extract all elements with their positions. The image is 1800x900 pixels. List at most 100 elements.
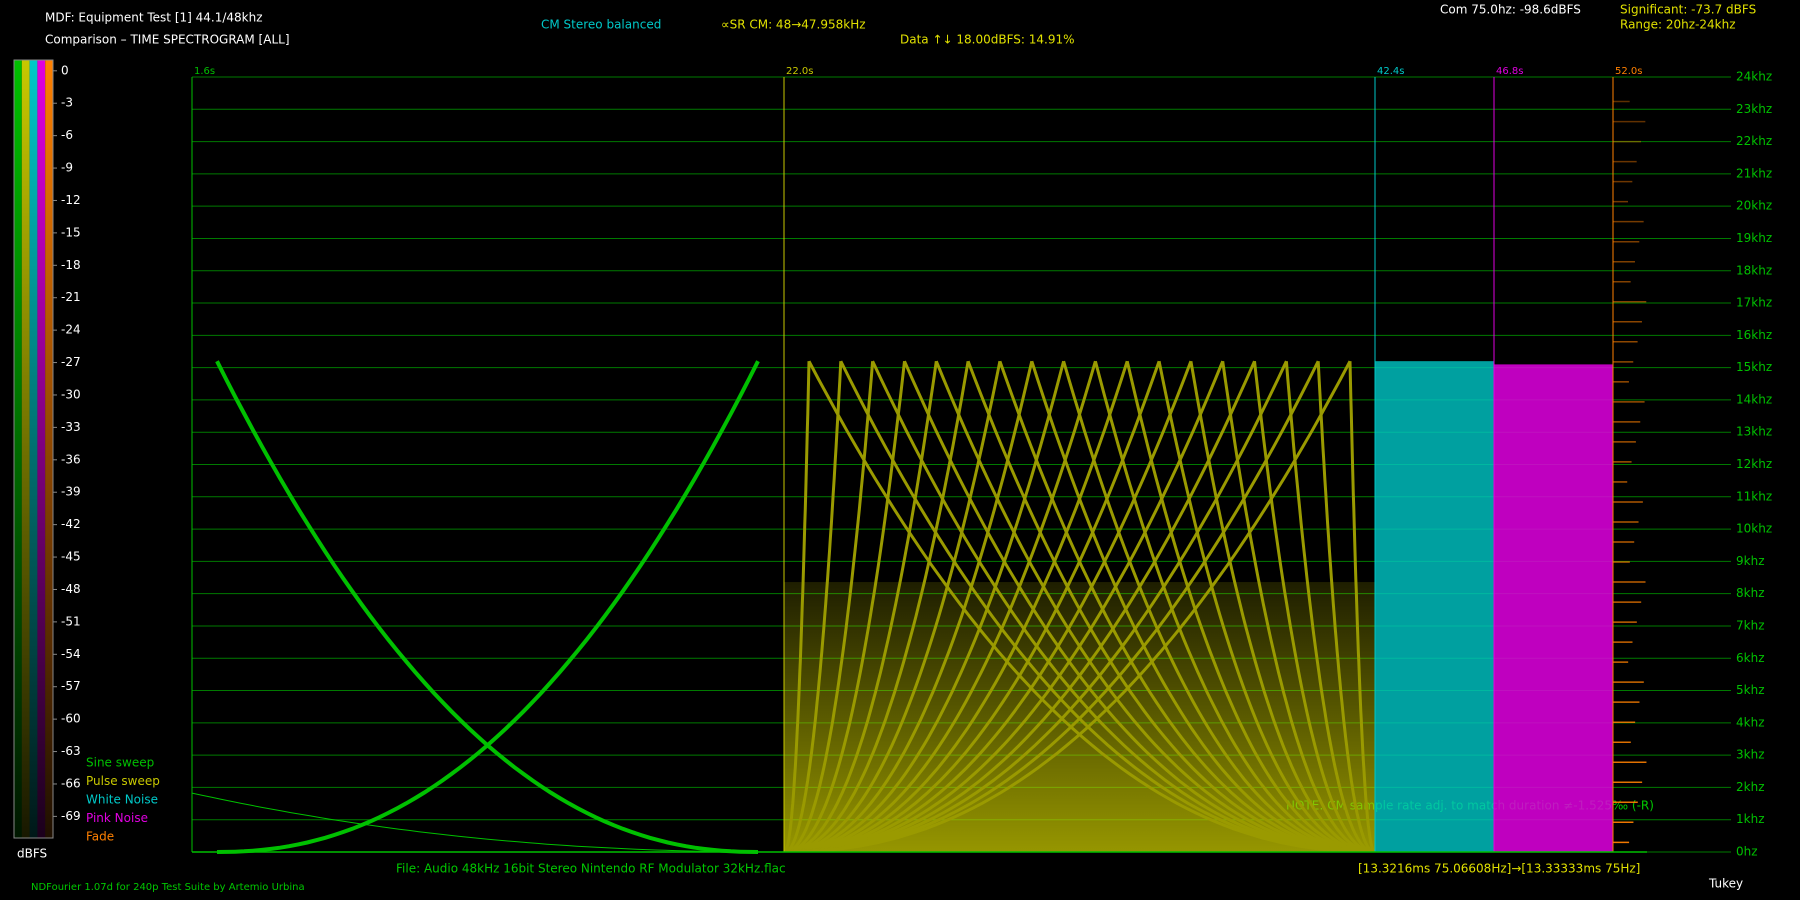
y-tick-label: 16khz bbox=[1736, 328, 1772, 342]
colorbar-tick-label: -3 bbox=[61, 96, 73, 110]
segment-label: 1.6s bbox=[194, 66, 215, 77]
colorbar-tick-label: -39 bbox=[61, 485, 81, 499]
sweep-curve bbox=[784, 360, 970, 852]
annotation: CM Stereo balanced bbox=[541, 18, 661, 32]
y-tick-label: 22khz bbox=[1736, 134, 1772, 148]
annotation: Significant: -73.7 dBFS bbox=[1620, 3, 1756, 17]
annotation: File: Audio 48kHz 16bit Stereo Nintendo … bbox=[396, 862, 786, 876]
y-tick-label: 2khz bbox=[1736, 780, 1765, 794]
sweep-curve bbox=[784, 360, 1097, 852]
colorbar-tick-label: -9 bbox=[61, 161, 73, 175]
y-tick-label: 3khz bbox=[1736, 748, 1765, 762]
y-tick-label: 0hz bbox=[1736, 845, 1758, 859]
noise-block bbox=[1375, 361, 1494, 852]
sweep-curve bbox=[784, 360, 1002, 852]
colorbar-tick-label: -51 bbox=[61, 614, 81, 628]
y-tick-label: 14khz bbox=[1736, 392, 1772, 406]
colorbar-tick-label: -12 bbox=[61, 193, 81, 207]
colorbar-tick-label: -63 bbox=[61, 744, 81, 758]
segment-label: 22.0s bbox=[786, 66, 813, 77]
colorbar-tick-label: -18 bbox=[61, 258, 81, 272]
colorbar-tick-label: -36 bbox=[61, 452, 81, 466]
y-tick-label: 17khz bbox=[1736, 296, 1772, 310]
y-tick-label: 13khz bbox=[1736, 425, 1772, 439]
sweep-curve bbox=[934, 360, 1375, 852]
colorbar-stripe bbox=[21, 60, 30, 838]
y-tick-label: 24khz bbox=[1736, 70, 1772, 84]
colorbar-stripe bbox=[37, 60, 46, 838]
sweep-curve bbox=[784, 361, 906, 852]
legend-entry: White Noise bbox=[86, 793, 158, 807]
annotation: NDFourier 1.07d for 240p Test Suite by A… bbox=[31, 882, 305, 893]
legend-entry: Sine sweep bbox=[86, 756, 154, 770]
colorbar-tick-label: -27 bbox=[61, 355, 81, 369]
annotation: Tukey bbox=[1708, 877, 1743, 891]
sweep-curve bbox=[784, 360, 1034, 852]
y-tick-label: 8khz bbox=[1736, 586, 1765, 600]
sweep-curve bbox=[1030, 360, 1375, 852]
sweep-curve bbox=[216, 360, 760, 854]
colorbar-tick-label: -30 bbox=[61, 387, 81, 401]
colorbar-tick-label: -21 bbox=[61, 290, 81, 304]
y-tick-label: 15khz bbox=[1736, 360, 1772, 374]
legend-entry: Pink Noise bbox=[86, 811, 148, 825]
colorbar-tick-label: -54 bbox=[61, 647, 81, 661]
y-tick-label: 10khz bbox=[1736, 522, 1772, 536]
colorbar-stripe bbox=[14, 60, 22, 838]
y-tick-label: 12khz bbox=[1736, 457, 1772, 471]
colorbar-tick-label: -57 bbox=[61, 679, 81, 693]
colorbar-tick-label: -66 bbox=[61, 776, 81, 790]
colorbar-tick-label: -48 bbox=[61, 582, 81, 596]
y-tick-label: 4khz bbox=[1736, 715, 1765, 729]
sweep-curve bbox=[1284, 361, 1375, 852]
annotation: ∝SR CM: 48→47.958kHz bbox=[721, 18, 866, 32]
y-tick-label: 18khz bbox=[1736, 263, 1772, 277]
segment-label: 46.8s bbox=[1496, 66, 1523, 77]
colorbar-tick-label: -15 bbox=[61, 225, 81, 239]
colorbar-label: dBFS bbox=[17, 847, 47, 861]
chart-title: MDF: Equipment Test [1] 44.1/48khz bbox=[45, 11, 263, 25]
annotation: Com 75.0hz: -98.6dBFS bbox=[1440, 3, 1581, 17]
colorbar-tick-label: -24 bbox=[61, 323, 81, 337]
y-tick-label: 11khz bbox=[1736, 489, 1772, 503]
legend-entry: Fade bbox=[86, 830, 114, 844]
sweep-curve bbox=[1062, 360, 1375, 852]
y-tick-label: 1khz bbox=[1736, 812, 1765, 826]
sweep-curve bbox=[1253, 361, 1375, 852]
sweep-curve bbox=[903, 360, 1375, 852]
sweep-curve bbox=[1093, 360, 1375, 852]
sweep-curve bbox=[998, 360, 1375, 852]
sweep-curve bbox=[784, 360, 1129, 852]
colorbar-tick-label: -45 bbox=[61, 550, 81, 564]
y-tick-label: 23khz bbox=[1736, 102, 1772, 116]
colorbar-frame bbox=[13, 59, 54, 839]
sweep-curve bbox=[784, 361, 811, 852]
annotation: [13.3216ms 75.06608Hz]→[13.33333ms 75Hz] bbox=[1358, 862, 1640, 876]
sweep-curve bbox=[1189, 360, 1375, 852]
colorbar-stripe bbox=[45, 60, 53, 838]
chart-subtitle: Comparison – TIME SPECTROGRAM [ALL] bbox=[45, 33, 290, 47]
y-tick-label: 21khz bbox=[1736, 166, 1772, 180]
y-tick-label: 20khz bbox=[1736, 199, 1772, 213]
sweep-curve bbox=[1125, 360, 1375, 852]
sweep-harmonic bbox=[191, 792, 784, 853]
colorbar-tick-label: 0 bbox=[61, 63, 69, 77]
sweep-curve bbox=[1157, 360, 1375, 852]
annotation: Range: 20hz-24khz bbox=[1620, 18, 1736, 32]
segment-label: 52.0s bbox=[1615, 66, 1642, 77]
colorbar-tick-label: -42 bbox=[61, 517, 81, 531]
y-tick-label: 7khz bbox=[1736, 618, 1765, 632]
y-tick-label: 5khz bbox=[1736, 683, 1765, 697]
sweep-curve bbox=[966, 360, 1375, 852]
sweep-curve bbox=[784, 360, 1352, 852]
y-tick-label: 9khz bbox=[1736, 554, 1765, 568]
annotation: Data ↑↓ 18.00dBFS: 14.91% bbox=[900, 33, 1075, 47]
sweep-curve bbox=[784, 360, 938, 852]
colorbar-tick-label: -69 bbox=[61, 809, 81, 823]
segment-label: 42.4s bbox=[1377, 66, 1404, 77]
sweep-curve bbox=[784, 360, 1066, 852]
colorbar-tick-label: -6 bbox=[61, 128, 73, 142]
legend-entry: Pulse sweep bbox=[86, 774, 160, 788]
sweep-curve bbox=[1348, 361, 1375, 852]
